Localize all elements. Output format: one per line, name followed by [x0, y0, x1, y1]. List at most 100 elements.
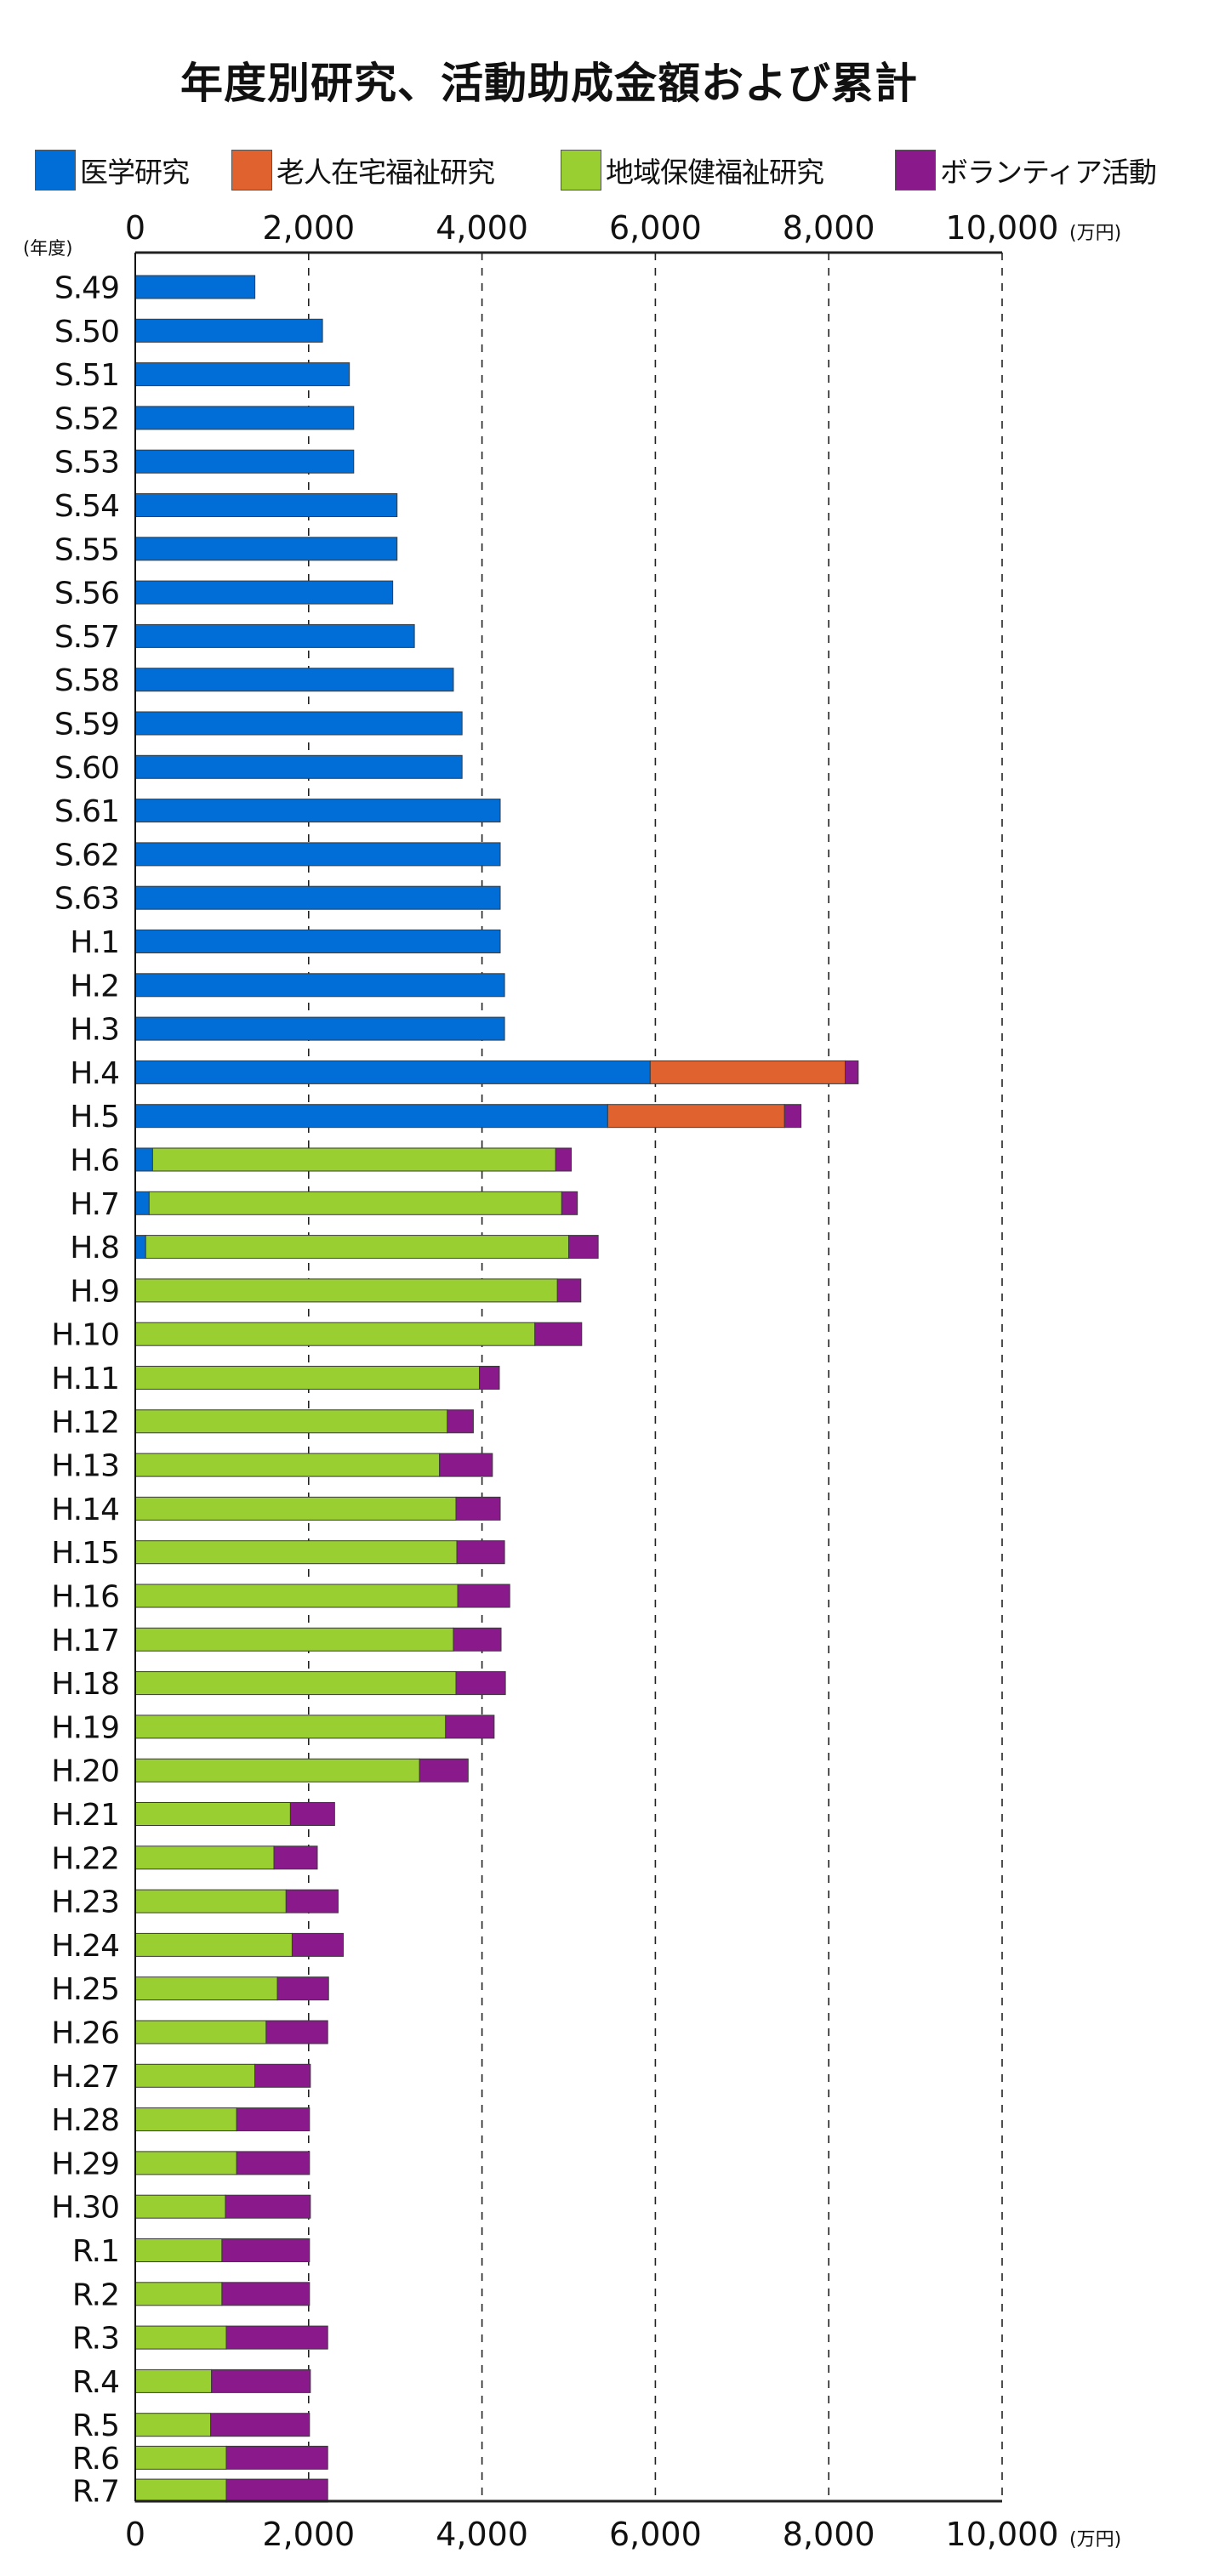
- bar-segment: [479, 1366, 500, 1390]
- row-label: S.54: [54, 489, 119, 524]
- bar-segment: [455, 1496, 501, 1521]
- bar-segment: [134, 406, 355, 430]
- bar-segment: [134, 1584, 459, 1608]
- row-label: H.26: [51, 2016, 119, 2051]
- bar-segment: [134, 1453, 441, 1477]
- bar-segment: [447, 1409, 474, 1434]
- row-label: S.53: [54, 446, 119, 481]
- bar-segment: [134, 2238, 223, 2262]
- row-label: H.22: [51, 1841, 119, 1876]
- bar-segment: [134, 754, 463, 779]
- bar-segment: [453, 1627, 502, 1652]
- row-label: H.14: [51, 1493, 119, 1527]
- row-label: H.6: [70, 1144, 119, 1179]
- legend-label-medical: 医学研究: [80, 156, 190, 189]
- row-label: S.51: [54, 358, 119, 393]
- bar-segment: [134, 1147, 153, 1172]
- bar-segment: [456, 1540, 505, 1565]
- legend-label-community-health-welfare: 地域保健福祉研究: [606, 156, 824, 189]
- bar-segment: [134, 1016, 505, 1041]
- bar-segment: [134, 1714, 447, 1739]
- bar-segment: [134, 1366, 481, 1390]
- legend-label-elderly-home-welfare: 老人在宅福祉研究: [276, 156, 495, 189]
- bar-segment: [134, 2368, 213, 2393]
- bar-segment: [134, 580, 394, 605]
- row-label: H.2: [70, 969, 119, 1004]
- row-label: S.49: [54, 271, 119, 306]
- bar-segment: [134, 1278, 558, 1303]
- row-label: H.4: [70, 1056, 119, 1091]
- row-label: H.28: [51, 2103, 119, 2138]
- row-label: S.61: [54, 794, 119, 829]
- row-label: H.1: [70, 925, 119, 960]
- row-label: R.7: [72, 2475, 119, 2510]
- row-label: H.24: [51, 1929, 119, 1964]
- row-label: S.58: [54, 663, 119, 698]
- legend-item-elderly-home-welfare: 老人在宅福祉研究: [231, 150, 495, 190]
- bar-segment: [134, 2413, 212, 2437]
- x-tick-label-top: 2,000: [262, 209, 355, 247]
- bar-segment: [134, 1060, 651, 1084]
- x-tick-label-bottom: 2,000: [262, 2516, 355, 2553]
- bar-segment: [254, 2063, 311, 2088]
- legend-swatch-elderly-home-welfare: [231, 150, 272, 190]
- x-tick-label-top: 4,000: [436, 209, 528, 247]
- bar-segment: [134, 2325, 227, 2350]
- bar-segment: [134, 449, 355, 474]
- bar-segment: [134, 1191, 150, 1215]
- row-label: R.3: [72, 2322, 119, 2357]
- row-label: H.19: [51, 1710, 119, 1745]
- bar-segment: [265, 2020, 328, 2044]
- row-label: H.9: [70, 1274, 119, 1309]
- legend-swatch-community-health-welfare: [561, 150, 601, 190]
- bar-segment: [285, 1889, 339, 1914]
- x-tick-label-bottom: 8,000: [783, 2516, 875, 2553]
- row-label: S.60: [54, 751, 119, 786]
- x-tick-label-bottom: 10,000: [946, 2516, 1059, 2553]
- bar-segment: [134, 799, 501, 823]
- row-label: R.1: [72, 2234, 119, 2269]
- bar-segment: [134, 2478, 227, 2503]
- bar-segment: [561, 1191, 578, 1215]
- bar-segment: [845, 1060, 859, 1084]
- bar-segment: [145, 1235, 569, 1260]
- bar-segment: [534, 1322, 583, 1346]
- bar-segment: [134, 930, 501, 953]
- bar-segment: [276, 1976, 329, 2001]
- bar-segment: [221, 2282, 311, 2306]
- bar-segment: [134, 711, 463, 736]
- bar-segment: [457, 1584, 510, 1608]
- bar-segment: [134, 2194, 226, 2219]
- bar-segment: [225, 2194, 311, 2219]
- bar-segment: [134, 1540, 458, 1565]
- row-label: H.21: [51, 1798, 119, 1833]
- bar-segment: [419, 1758, 469, 1783]
- bar-segment: [134, 2445, 227, 2470]
- row-label: H.30: [51, 2191, 119, 2226]
- bar-segment: [211, 2368, 311, 2393]
- row-label: H.16: [51, 1580, 119, 1615]
- row-label: H.10: [51, 1318, 119, 1353]
- x-tick-label-top: 10,000: [946, 209, 1059, 247]
- bar-segment: [134, 318, 323, 343]
- row-label: H.20: [51, 1754, 119, 1789]
- row-label: H.8: [70, 1231, 119, 1265]
- row-label: H.3: [70, 1013, 119, 1048]
- legend-label-volunteer: ボランティア活動: [940, 156, 1157, 189]
- bar-segment: [134, 2020, 267, 2044]
- bar-segment: [134, 885, 501, 910]
- bar-segment: [134, 1802, 291, 1826]
- row-label: H.13: [51, 1449, 119, 1484]
- row-label: R.4: [72, 2365, 119, 2400]
- bar-segment: [134, 1409, 448, 1434]
- bar-segment: [291, 1932, 345, 1957]
- row-label: S.50: [54, 315, 119, 350]
- row-label: H.29: [51, 2147, 119, 2181]
- x-tick-label-top: 6,000: [609, 209, 702, 247]
- bar-segment: [134, 668, 454, 692]
- bar-segment: [225, 2445, 328, 2470]
- row-label: S.57: [54, 620, 119, 655]
- bar-segment: [555, 1147, 573, 1172]
- x-tick-label-bottom: 6,000: [609, 2516, 702, 2553]
